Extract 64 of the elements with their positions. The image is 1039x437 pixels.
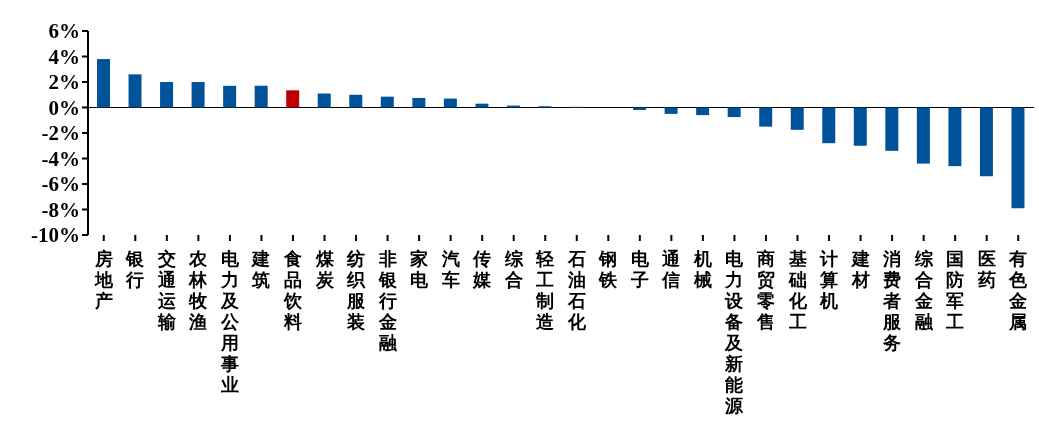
y-tick-label: 0% (48, 95, 80, 120)
bar (160, 82, 174, 108)
x-tick-label: 食品饮料 (282, 249, 303, 332)
x-tick-label: 建材 (849, 249, 870, 290)
x-tick-label: 电子 (629, 249, 650, 290)
x-tick-label: 综合 (503, 249, 524, 290)
x-tick-label: 电力及公用事业 (219, 249, 240, 395)
x-tick-label: 交通运输 (156, 249, 177, 332)
bar (885, 107, 899, 151)
x-tick-label: 通信 (661, 249, 681, 290)
x-tick-label: 商贸零售 (755, 249, 775, 332)
bar (696, 107, 710, 116)
x-tick-label: 有色金属 (1008, 249, 1029, 332)
x-tick-label: 非银行金融 (377, 249, 398, 353)
bar (191, 82, 205, 108)
bar (286, 90, 300, 108)
bar (97, 59, 110, 108)
x-tick-label: 银行 (125, 249, 146, 290)
bar (727, 107, 741, 118)
y-tick-label: 2% (48, 70, 80, 95)
x-tick-label: 电力设备及新能源 (724, 249, 745, 416)
bar (254, 85, 268, 108)
x-tick-label: 纺织服装 (346, 249, 367, 332)
x-tick-label: 房地产 (93, 249, 114, 311)
bar (1011, 107, 1025, 209)
x-tick-label: 钢铁 (598, 249, 619, 290)
x-tick-label: 石油石化 (566, 249, 587, 332)
x-tick-label: 家电 (409, 249, 430, 290)
y-tick-label: 6% (48, 19, 80, 44)
y-tick-label: -8% (41, 197, 80, 222)
bar (916, 107, 930, 164)
bar (759, 107, 773, 127)
x-tick-label: 综合金融 (913, 249, 934, 332)
x-tick-label: 消费者服务 (882, 249, 903, 353)
bar (412, 97, 426, 108)
y-tick-label: -2% (41, 121, 80, 146)
x-tick-label: 基础化工 (787, 249, 808, 332)
x-tick-label: 计算机 (819, 249, 839, 311)
bar (223, 85, 237, 108)
bar (790, 107, 804, 130)
x-tick-label: 煤炭 (314, 249, 335, 290)
y-tick-label: -4% (41, 146, 80, 171)
x-tick-label: 传媒 (472, 249, 493, 290)
bar (380, 96, 394, 108)
bar (317, 93, 331, 108)
x-tick-label: 轻工制造 (535, 249, 555, 332)
bar (822, 107, 836, 144)
y-tick-label: -6% (41, 172, 80, 197)
bar (664, 107, 678, 114)
x-tick-label: 医药 (976, 249, 996, 290)
bar (443, 98, 457, 108)
bar (979, 107, 993, 177)
y-tick-label: 4% (48, 44, 80, 69)
bar (948, 107, 962, 167)
y-tick-label: -10% (31, 223, 80, 248)
x-tick-label: 国防军工 (945, 249, 965, 332)
x-tick-label: 机械 (692, 249, 712, 290)
x-tick-label: 建筑 (250, 249, 271, 290)
bar (853, 107, 867, 146)
x-tick-label: 汽车 (440, 249, 460, 290)
bar (128, 74, 142, 108)
x-tick-label: 农林牧渔 (188, 249, 209, 332)
bar (349, 94, 363, 108)
bar (475, 103, 489, 108)
